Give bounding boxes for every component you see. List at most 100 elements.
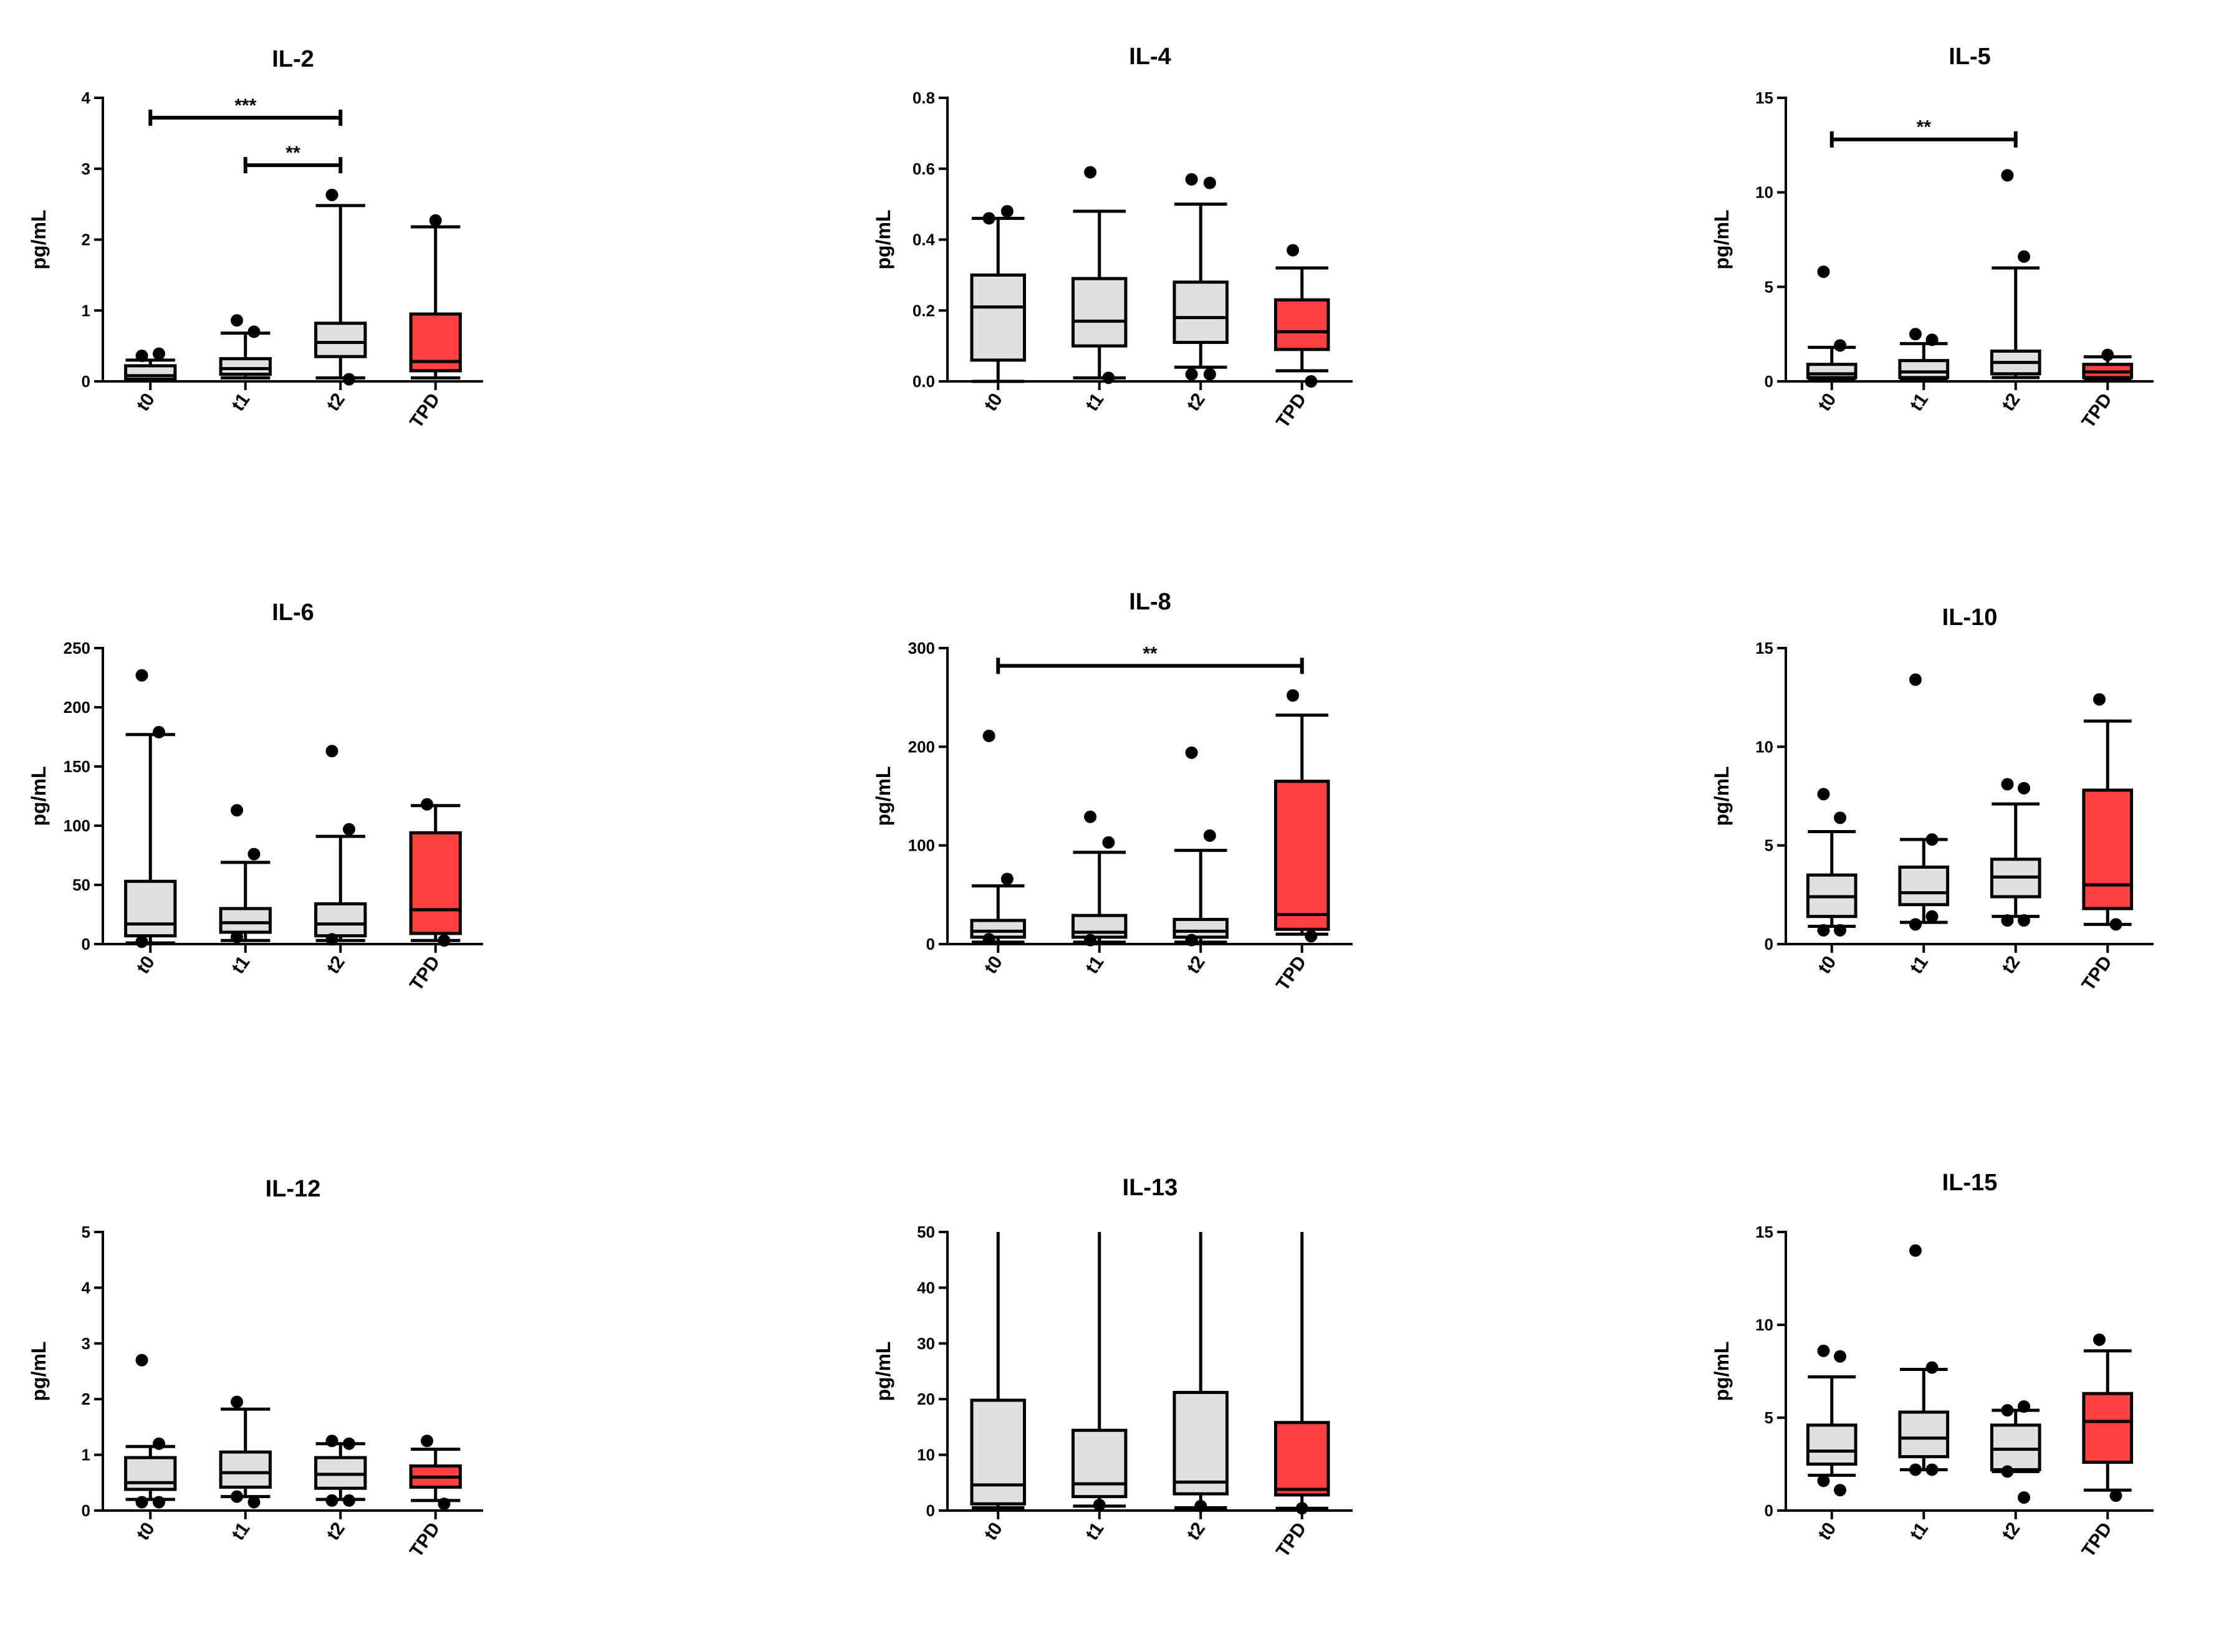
chart-2-xtick-label: TPD — [2078, 389, 2116, 432]
chart-7-iqr-box — [1172, 1390, 1229, 1496]
chart-0-ytick-label: 2 — [82, 231, 90, 249]
chart-7-box-t1: t1 — [1071, 1232, 1128, 1544]
chart-0-title: IL-2 — [272, 46, 314, 72]
chart-6-outlier-point — [342, 1437, 355, 1450]
chart-7-box-t2: t2 — [1172, 1232, 1229, 1544]
chart-2-outlier-point — [2018, 250, 2031, 263]
chart-4-outlier-point — [1084, 810, 1097, 823]
chart-3-iqr-box — [124, 879, 177, 938]
chart-3-ytick-label: 200 — [64, 698, 90, 717]
chart-4-outlier-point — [1084, 933, 1097, 947]
chart-7-xtick-label: t1 — [1081, 1519, 1108, 1544]
chart-1-ytick-label: 0.6 — [913, 160, 935, 178]
chart-7-title: IL-13 — [1123, 1175, 1178, 1201]
chart-8-box-t1: t1 — [1898, 1244, 1950, 1544]
chart-8-outlier-point — [1834, 1350, 1847, 1363]
chart-3-iqr-box — [219, 907, 272, 934]
chart-4-iqr-box — [1071, 914, 1128, 939]
chart-6-iqr-box — [219, 1450, 272, 1489]
chart-4-box-t2: t2 — [1172, 746, 1229, 978]
chart-3-outlier-point — [438, 934, 451, 947]
chart-1-ytick-label: 0.4 — [913, 231, 936, 249]
chart-5-xtick-label: t2 — [1998, 952, 2024, 978]
chart-2-xtick-label: t0 — [1814, 389, 1840, 415]
chart-3-outlier-point — [325, 933, 338, 946]
chart-5-box-t2: t2 — [1990, 778, 2041, 978]
chart-5-iqr-box — [2082, 788, 2134, 910]
chart-2-outlier-point — [2001, 169, 2014, 182]
chart-3-iqr-box — [314, 902, 367, 938]
chart-4-outlier-point — [982, 933, 995, 946]
chart-3-xtick-label: TPD — [406, 952, 444, 995]
chart-4-outlier-point — [1305, 930, 1318, 943]
chart-6-title: IL-12 — [266, 1176, 321, 1202]
chart-6-outlier-point — [247, 1496, 261, 1509]
chart-4-outlier-point — [1185, 746, 1198, 759]
chart-6-box-tpd: TPD — [406, 1435, 462, 1561]
chart-5-outlier-point — [2109, 918, 2122, 931]
chart-1-iqr-box — [1071, 277, 1128, 348]
chart-6-ytick-label: 5 — [82, 1223, 90, 1241]
chart-4-ytick-label: 300 — [908, 639, 935, 657]
chart-5-outlier-point — [2093, 693, 2106, 706]
chart-1-outlier-point — [1203, 176, 1216, 189]
chart-8-outlier-point — [2001, 1404, 2014, 1417]
chart-6-outlier-point — [152, 1437, 165, 1450]
chart-0-box-t1: t1 — [219, 314, 272, 415]
chart-7-outlier-point — [1194, 1499, 1207, 1512]
chart-5-outlier-point — [1834, 924, 1847, 937]
chart-5-outlier-point — [1909, 673, 1922, 686]
chart-3-outlier-point — [135, 935, 148, 948]
chart-0-xtick-label: TPD — [406, 389, 444, 432]
chart-0-outlier-point — [152, 347, 165, 360]
chart-2-outlier-point — [2101, 348, 2114, 361]
chart-6-outlier-point — [438, 1497, 451, 1511]
chart-5-outlier-point — [1834, 811, 1847, 824]
chart-0-iqr-box — [219, 357, 272, 376]
chart-8-xtick-label: t2 — [1998, 1519, 2024, 1544]
chart-0-outlier-point — [429, 214, 442, 227]
chart-5-xtick-label: TPD — [2078, 952, 2116, 995]
chart-0-ytick-label: 0 — [82, 372, 90, 391]
chart-6-outlier-point — [421, 1435, 434, 1448]
chart-1-box-t0: t0 — [970, 205, 1026, 415]
chart-3-xtick-label: t2 — [323, 952, 349, 978]
chart-2-xtick-label: t2 — [1998, 389, 2024, 415]
chart-7-panel: IL-13 pg/mL 0 10 20 30 40 50 t0 t1 t2 TPD — [872, 1175, 1353, 1561]
chart-6-ytick-label: 0 — [82, 1501, 90, 1520]
chart-5-outlier-point — [1817, 788, 1830, 801]
chart-8-outlier-point — [1925, 1361, 1939, 1374]
chart-1-ytick-label: 0.8 — [913, 88, 935, 107]
chart-1-ylabel: pg/mL — [872, 210, 894, 270]
chart-1-outlier-point — [1185, 368, 1198, 381]
chart-0-box-tpd: TPD — [406, 214, 462, 432]
chart-6-ylabel: pg/mL — [27, 1342, 50, 1401]
chart-8-iqr-box — [2082, 1392, 2134, 1464]
chart-1-panel: IL-4 pg/mL 0.0 0.2 0.4 0.6 0.8 t0 t1 t2 TPD — [872, 44, 1353, 432]
chart-6-outlier-point — [231, 1490, 244, 1503]
chart-1-ytick-label: 0.0 — [913, 372, 935, 391]
chart-4-significance-0: ** — [996, 644, 1304, 674]
chart-1-iqr-box — [970, 273, 1026, 362]
chart-8-title: IL-15 — [1942, 1170, 1998, 1196]
chart-6-outlier-point — [152, 1496, 165, 1509]
chart-6-xtick-label: t0 — [133, 1519, 159, 1544]
chart-8-panel: IL-15 pg/mL 0 5 10 15 t0 t1 t2 TPD — [1710, 1170, 2154, 1561]
chart-7-ytick-label: 20 — [917, 1390, 935, 1408]
chart-5-ytick-label: 10 — [1755, 737, 1773, 756]
chart-5-box-t0: t0 — [1806, 788, 1858, 978]
chart-3-outlier-point — [247, 847, 261, 861]
chart-3-outlier-point — [342, 823, 355, 836]
chart-0-xtick-label: t0 — [133, 389, 159, 415]
chart-6-ytick-label: 1 — [82, 1446, 90, 1464]
chart-0-ylabel: pg/mL — [27, 210, 50, 270]
chart-2-ytick-label: 10 — [1755, 183, 1773, 202]
chart-7-box-t0: t0 — [970, 1232, 1026, 1544]
chart-7-iqr-box — [1071, 1428, 1128, 1499]
chart-8-outlier-point — [2093, 1333, 2106, 1346]
chart-7-iqr-box — [1274, 1421, 1330, 1497]
chart-3-outlier-point — [231, 930, 244, 943]
chart-3-ytick-label: 50 — [72, 876, 90, 894]
chart-5-ytick-label: 0 — [1765, 935, 1773, 953]
chart-8-xtick-label: t0 — [1814, 1519, 1840, 1544]
